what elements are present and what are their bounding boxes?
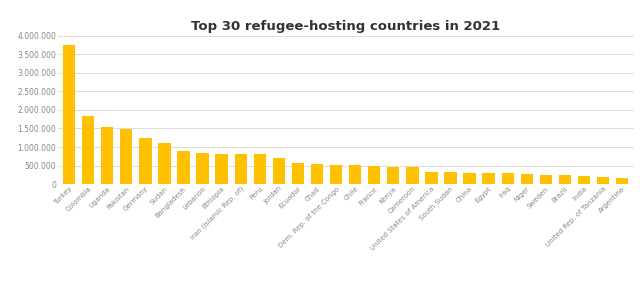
Bar xyxy=(502,173,514,184)
Bar xyxy=(158,143,171,184)
Bar xyxy=(120,129,132,184)
Bar xyxy=(292,163,304,184)
Bar xyxy=(406,167,419,184)
Bar xyxy=(578,176,590,184)
Bar xyxy=(483,173,495,184)
Bar xyxy=(311,164,323,184)
Bar xyxy=(387,167,399,184)
Bar xyxy=(139,138,152,184)
Bar xyxy=(444,172,457,184)
Bar xyxy=(216,154,228,184)
Bar xyxy=(559,175,571,184)
Bar xyxy=(520,175,533,184)
Bar xyxy=(616,178,628,184)
Bar xyxy=(597,177,609,184)
Title: Top 30 refugee-hosting countries in 2021: Top 30 refugee-hosting countries in 2021 xyxy=(191,20,500,33)
Bar xyxy=(273,158,285,184)
Bar xyxy=(425,172,438,184)
Bar xyxy=(540,175,552,184)
Bar xyxy=(196,153,209,184)
Bar xyxy=(330,165,342,184)
Bar xyxy=(177,151,189,184)
Bar xyxy=(463,173,476,184)
Bar xyxy=(63,45,76,184)
Bar xyxy=(234,154,247,184)
Bar xyxy=(101,127,113,184)
Bar xyxy=(82,116,94,184)
Bar xyxy=(253,154,266,184)
Bar xyxy=(349,165,362,184)
Bar xyxy=(368,166,380,184)
